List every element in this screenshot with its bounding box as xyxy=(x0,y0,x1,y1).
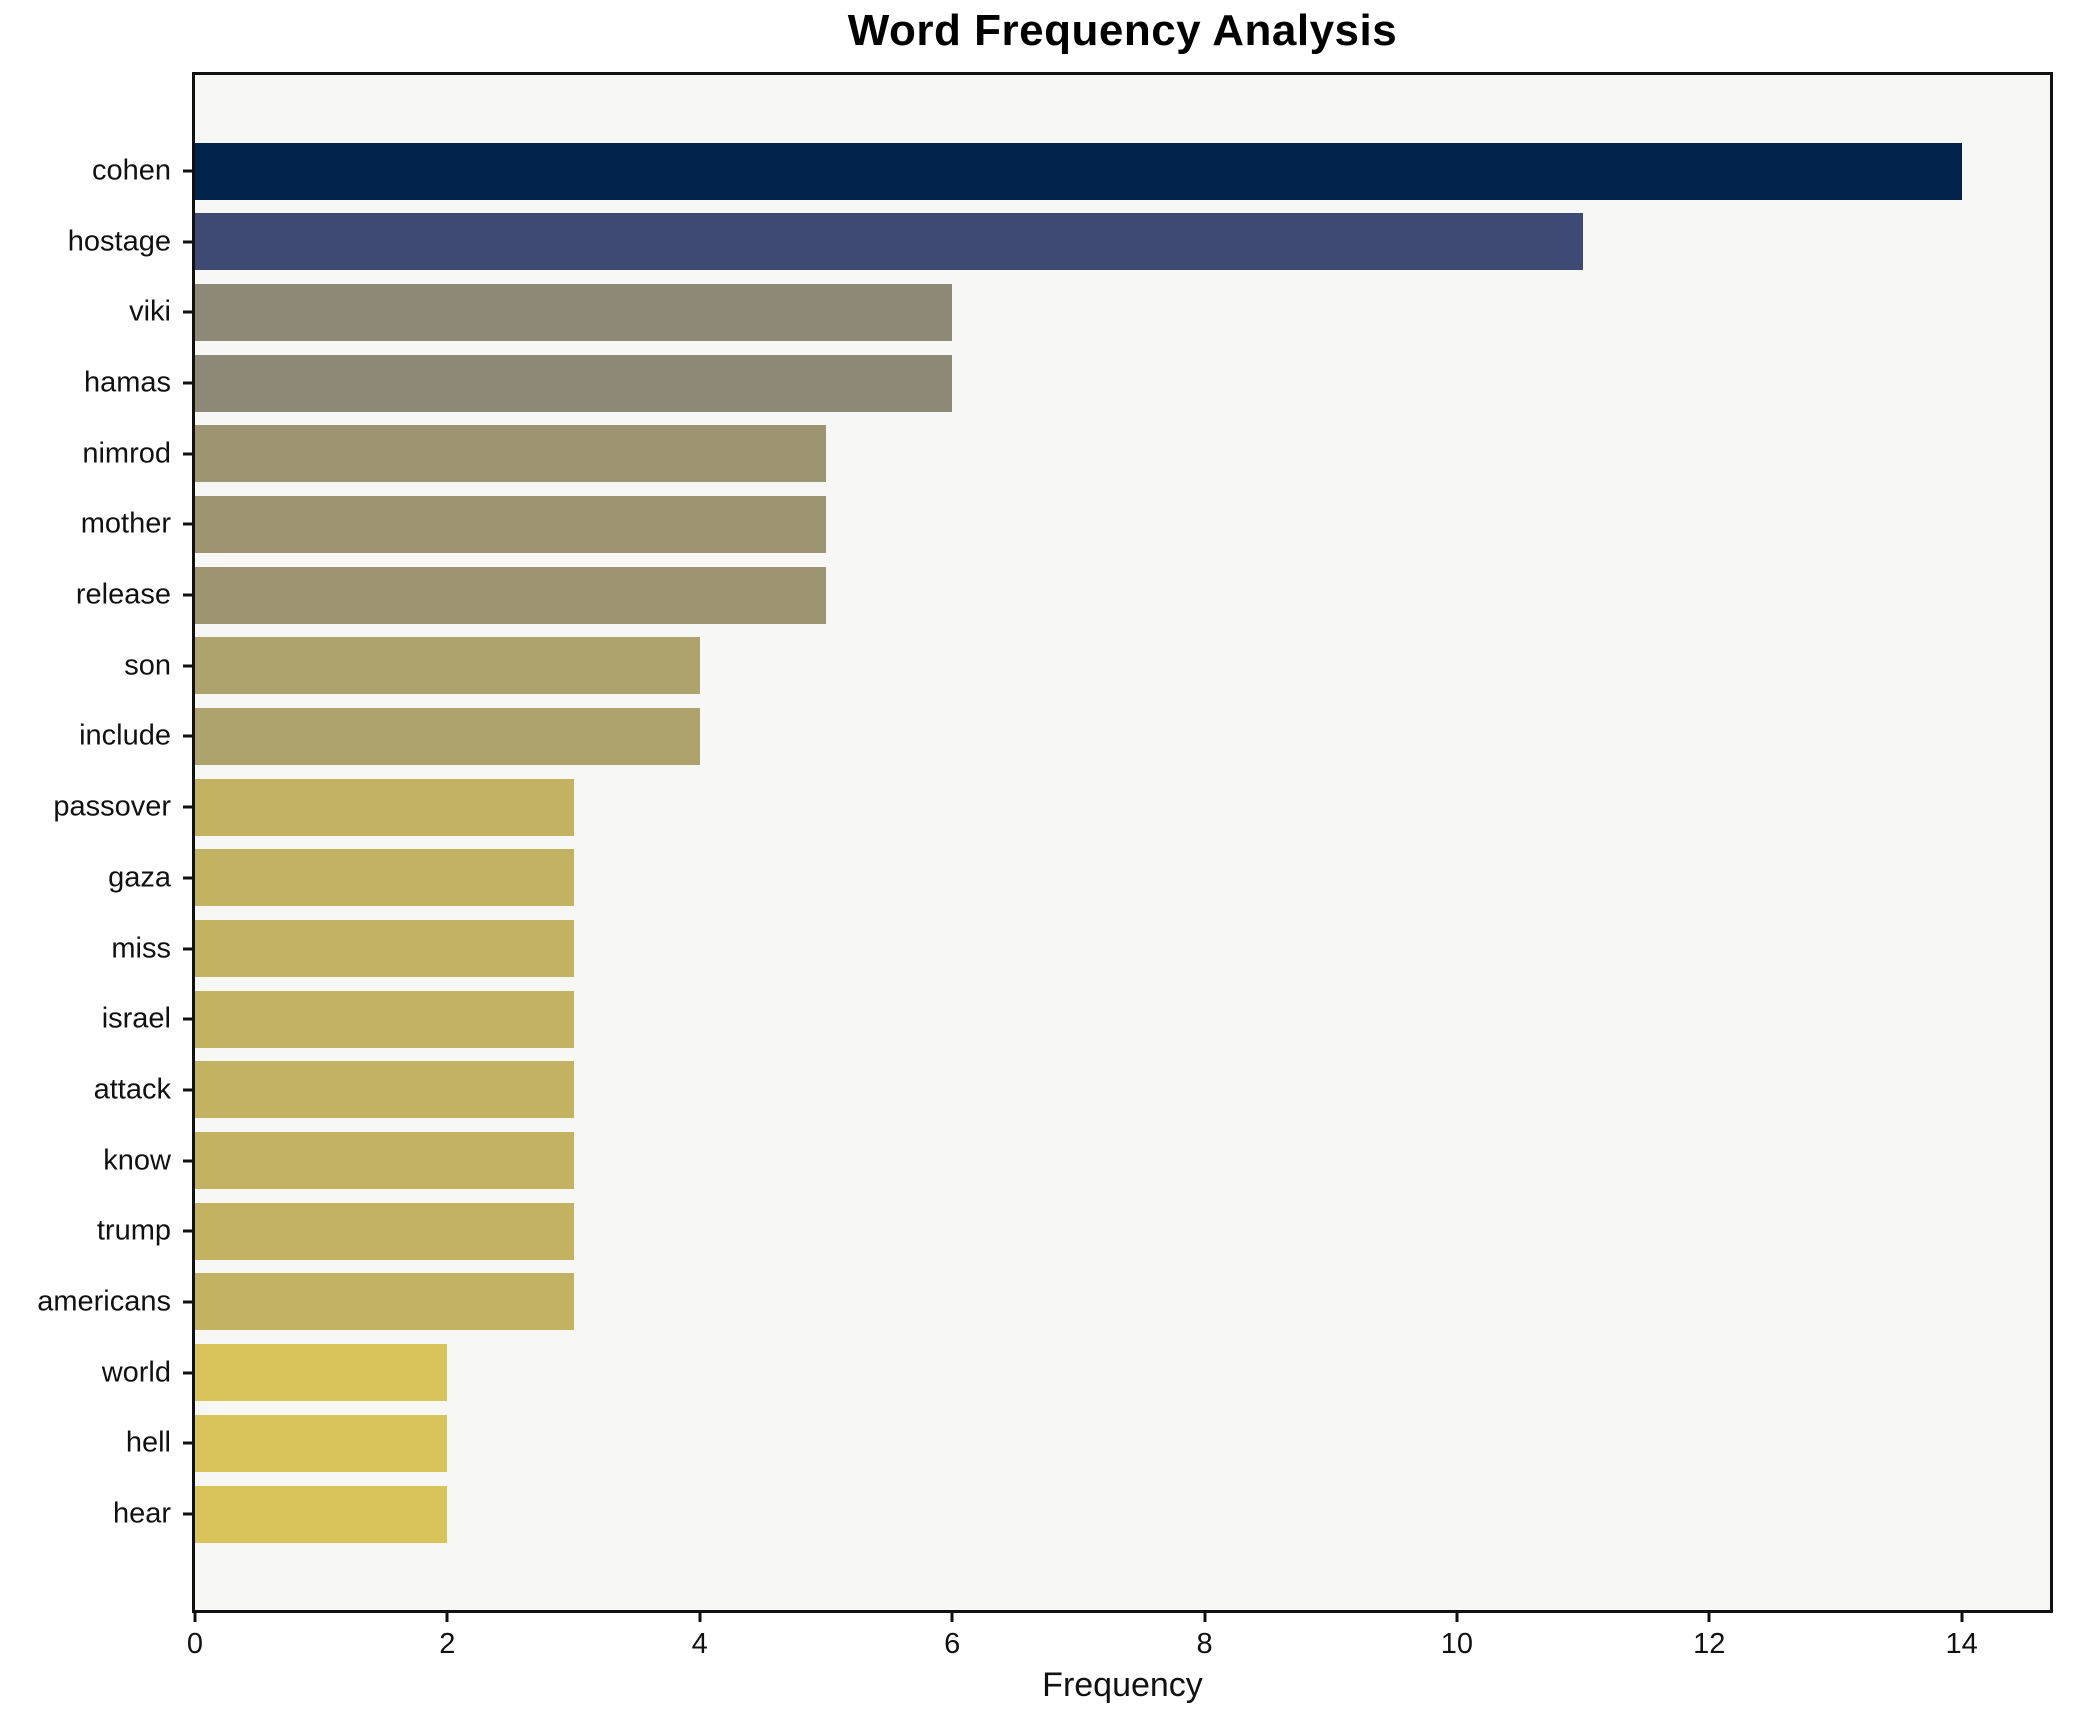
bar-nimrod xyxy=(195,425,826,483)
x-tick-label-6: 6 xyxy=(944,1628,961,1660)
y-tick-label-cohen: cohen xyxy=(91,154,171,187)
y-tick-label-know: know xyxy=(103,1144,171,1177)
y-tick-mark xyxy=(183,169,195,173)
y-tick-mark xyxy=(183,1371,195,1375)
y-tick-label-hamas: hamas xyxy=(83,366,171,399)
bar-hamas xyxy=(195,354,953,412)
x-tick-mark xyxy=(445,1610,449,1622)
y-tick-mark xyxy=(183,310,195,314)
bar-miss xyxy=(195,920,574,978)
x-tick-label-12: 12 xyxy=(1693,1628,1726,1660)
x-tick-label-8: 8 xyxy=(1196,1628,1213,1660)
y-tick-mark xyxy=(183,1159,195,1163)
y-tick-mark xyxy=(183,734,195,738)
x-tick-mark xyxy=(1960,1610,1964,1622)
y-tick-label-attack: attack xyxy=(93,1073,171,1106)
bar-son xyxy=(195,637,700,695)
y-tick-mark xyxy=(183,805,195,809)
y-tick-label-hostage: hostage xyxy=(67,225,171,258)
bar-world xyxy=(195,1344,448,1402)
y-tick-mark xyxy=(183,452,195,456)
x-tick-mark xyxy=(1707,1610,1711,1622)
y-tick-label-hell: hell xyxy=(125,1426,171,1459)
bar-americans xyxy=(195,1273,574,1331)
y-tick-label-miss: miss xyxy=(111,932,171,965)
y-tick-mark xyxy=(183,876,195,880)
bar-hostage xyxy=(195,213,1584,271)
bar-include xyxy=(195,707,700,765)
bar-trump xyxy=(195,1202,574,1260)
y-tick-label-release: release xyxy=(75,578,171,611)
y-tick-mark xyxy=(183,1017,195,1021)
y-tick-mark xyxy=(183,947,195,951)
x-tick-mark xyxy=(1455,1610,1459,1622)
y-tick-label-include: include xyxy=(79,719,171,752)
y-tick-label-viki: viki xyxy=(129,295,171,328)
x-axis-label: Frequency xyxy=(1042,1666,1203,1704)
bar-release xyxy=(195,566,826,624)
bar-israel xyxy=(195,990,574,1048)
plot-area: cohen hostage viki hamas nimrod mother release… xyxy=(37,72,2053,1660)
y-tick-label-hear: hear xyxy=(112,1497,171,1530)
y-tick-mark xyxy=(183,522,195,526)
y-tick-mark xyxy=(183,240,195,244)
x-tick-mark xyxy=(950,1610,954,1622)
x-tick-label-4: 4 xyxy=(691,1628,708,1660)
y-tick-label-passover: passover xyxy=(53,790,171,823)
x-tick-mark xyxy=(698,1610,702,1622)
bar-cohen xyxy=(195,142,1962,200)
x-tick-label-14: 14 xyxy=(1945,1628,1978,1660)
y-tick-mark xyxy=(183,1512,195,1516)
x-tick-mark xyxy=(193,1610,197,1622)
bar-gaza xyxy=(195,849,574,907)
y-tick-mark xyxy=(183,1441,195,1445)
bar-mother xyxy=(195,495,826,553)
bar-know xyxy=(195,1132,574,1190)
bar-hear xyxy=(195,1485,448,1543)
y-tick-mark xyxy=(183,593,195,597)
y-tick-mark xyxy=(183,664,195,668)
y-tick-label-mother: mother xyxy=(80,507,171,540)
y-tick-label-trump: trump xyxy=(96,1214,171,1247)
y-tick-mark xyxy=(183,381,195,385)
x-tick-label-0: 0 xyxy=(186,1628,204,1660)
y-tick-mark xyxy=(183,1088,195,1092)
y-tick-label-world: world xyxy=(101,1356,171,1389)
x-tick-label-2: 2 xyxy=(439,1628,456,1660)
x-tick-label-10: 10 xyxy=(1440,1628,1474,1660)
bar-hell xyxy=(195,1414,448,1472)
x-tick-mark xyxy=(1203,1610,1207,1622)
y-tick-label-son: son xyxy=(124,649,171,682)
y-tick-mark xyxy=(183,1229,195,1233)
y-tick-label-nimrod: nimrod xyxy=(82,437,171,470)
y-tick-mark xyxy=(183,1300,195,1304)
bar-viki xyxy=(195,283,953,341)
bar-attack xyxy=(195,1061,574,1119)
bar-passover xyxy=(195,778,574,836)
y-tick-label-americans: americans xyxy=(37,1285,171,1318)
y-tick-label-gaza: gaza xyxy=(108,861,171,894)
chart-title: Word Frequency Analysis xyxy=(847,6,1398,55)
y-tick-label-israel: israel xyxy=(101,1002,171,1035)
